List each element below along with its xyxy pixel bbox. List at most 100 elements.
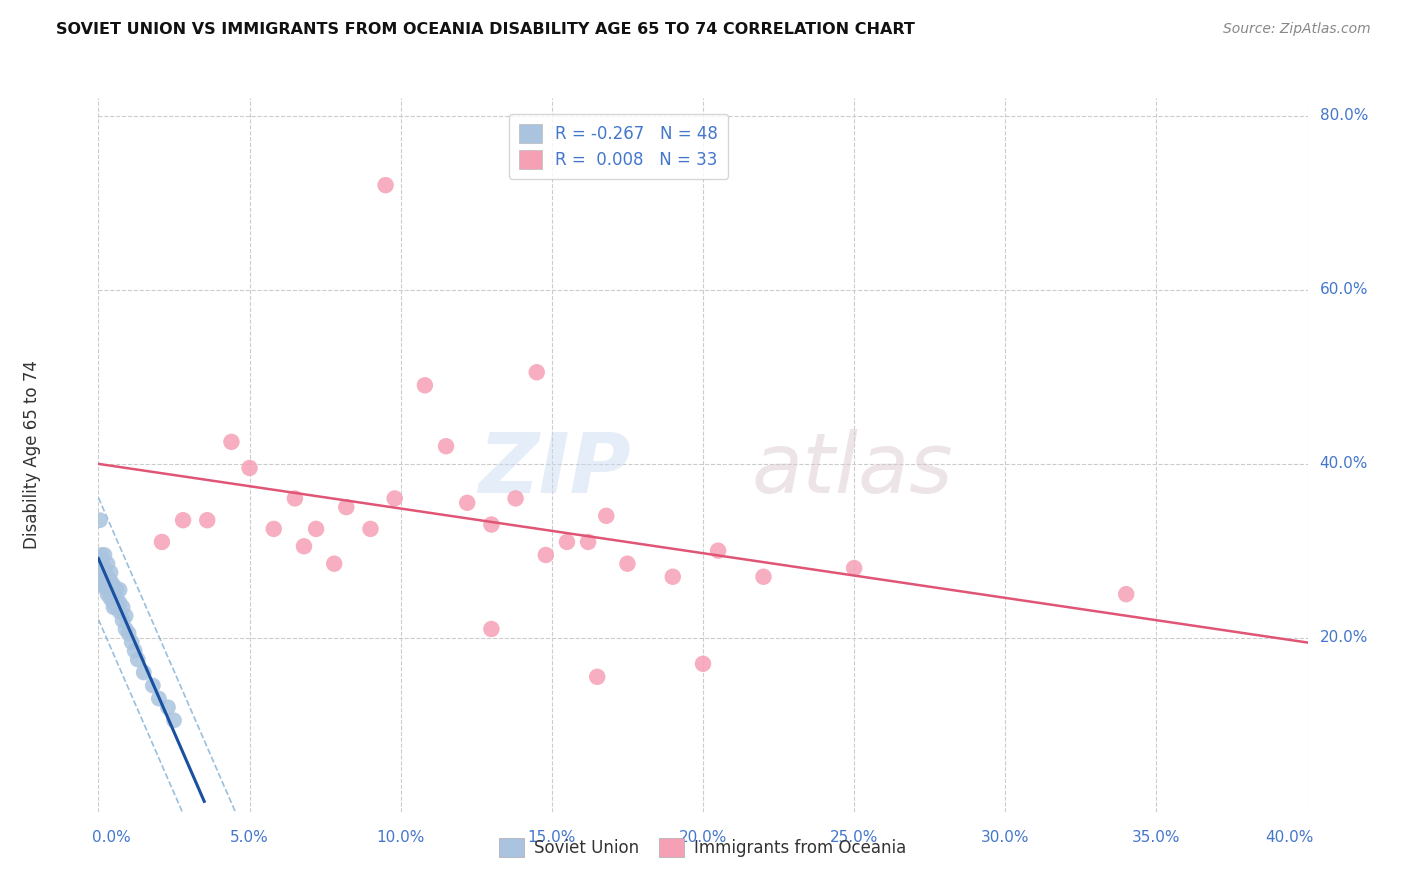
Text: 35.0%: 35.0%	[1132, 830, 1181, 845]
Point	[103, 596, 125, 610]
Point	[108, 596, 131, 610]
Point	[555, 535, 578, 549]
Legend: Soviet Union, Immigrants from Oceania: Soviet Union, Immigrants from Oceania	[492, 831, 914, 864]
Point	[284, 491, 307, 506]
Point	[118, 626, 141, 640]
Point	[616, 557, 638, 571]
Point	[111, 600, 134, 615]
Text: SOVIET UNION VS IMMIGRANTS FROM OCEANIA DISABILITY AGE 65 TO 74 CORRELATION CHAR: SOVIET UNION VS IMMIGRANTS FROM OCEANIA …	[56, 22, 915, 37]
Point	[105, 600, 128, 615]
Point	[93, 578, 115, 592]
Point	[263, 522, 285, 536]
Point	[96, 574, 118, 588]
Point	[93, 566, 115, 580]
Point	[505, 491, 527, 506]
Point	[124, 644, 146, 658]
Text: 40.0%: 40.0%	[1265, 830, 1313, 845]
Point	[384, 491, 406, 506]
Point	[105, 591, 128, 606]
Point	[114, 608, 136, 623]
Text: 5.0%: 5.0%	[231, 830, 269, 845]
Point	[103, 578, 125, 592]
Text: 20.0%: 20.0%	[679, 830, 727, 845]
Point	[96, 557, 118, 571]
Point	[172, 513, 194, 527]
Point	[195, 513, 218, 527]
Text: 20.0%: 20.0%	[1320, 630, 1368, 645]
Point	[163, 714, 186, 728]
Point	[595, 508, 617, 523]
Point	[121, 635, 143, 649]
Point	[692, 657, 714, 671]
Point	[93, 574, 115, 588]
Text: 60.0%: 60.0%	[1320, 282, 1368, 297]
Point	[142, 679, 165, 693]
Point	[239, 461, 262, 475]
Point	[1115, 587, 1137, 601]
Point	[100, 582, 122, 597]
Point	[752, 570, 775, 584]
Point	[100, 591, 122, 606]
Point	[221, 434, 243, 449]
Point	[100, 566, 122, 580]
Point	[90, 557, 112, 571]
Point	[105, 582, 128, 597]
Point	[335, 500, 357, 515]
Point	[132, 665, 155, 680]
Text: atlas: atlas	[751, 429, 953, 509]
Point	[576, 535, 599, 549]
Point	[96, 582, 118, 597]
Text: 0.0%: 0.0%	[93, 830, 131, 845]
Point	[96, 587, 118, 601]
Point	[100, 574, 122, 588]
Point	[661, 570, 683, 584]
Text: 80.0%: 80.0%	[1320, 108, 1368, 123]
Point	[292, 539, 315, 553]
Point	[526, 365, 548, 379]
Text: Disability Age 65 to 74: Disability Age 65 to 74	[22, 360, 41, 549]
Point	[114, 622, 136, 636]
Point	[111, 613, 134, 627]
Point	[127, 652, 149, 666]
Point	[360, 522, 382, 536]
Point	[434, 439, 457, 453]
Point	[108, 582, 131, 597]
Point	[844, 561, 866, 575]
Point	[305, 522, 328, 536]
Text: 15.0%: 15.0%	[527, 830, 576, 845]
Point	[93, 561, 115, 575]
Point	[586, 670, 609, 684]
Point	[90, 548, 112, 562]
Text: 40.0%: 40.0%	[1320, 456, 1368, 471]
Point	[374, 178, 396, 193]
Point	[93, 548, 115, 562]
Point	[481, 622, 503, 636]
Point	[323, 557, 346, 571]
Point	[413, 378, 436, 392]
Text: 30.0%: 30.0%	[981, 830, 1029, 845]
Point	[89, 513, 111, 527]
Point	[148, 691, 170, 706]
Point	[481, 517, 503, 532]
Text: Source: ZipAtlas.com: Source: ZipAtlas.com	[1223, 22, 1371, 37]
Text: 25.0%: 25.0%	[830, 830, 879, 845]
Point	[91, 561, 114, 575]
Text: ZIP: ZIP	[478, 429, 630, 509]
Point	[456, 496, 478, 510]
Point	[90, 578, 112, 592]
Point	[103, 600, 125, 615]
Point	[96, 570, 118, 584]
Point	[534, 548, 557, 562]
Point	[103, 582, 125, 597]
Point	[103, 587, 125, 601]
Point	[156, 700, 179, 714]
Point	[90, 552, 112, 566]
Point	[150, 535, 173, 549]
Point	[100, 578, 122, 592]
Point	[108, 605, 131, 619]
Point	[90, 566, 112, 580]
Point	[94, 570, 117, 584]
Point	[90, 570, 112, 584]
Text: 10.0%: 10.0%	[377, 830, 425, 845]
Point	[707, 543, 730, 558]
